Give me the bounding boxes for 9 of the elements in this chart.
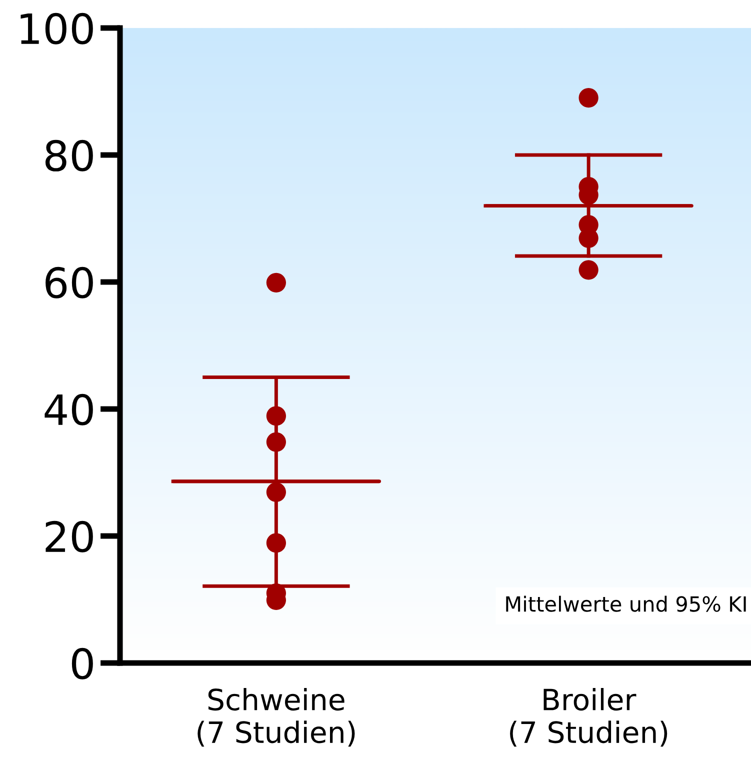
annotation: Mittelwerte und 95% KI: [506, 596, 746, 612]
x-tick-label: Schweine (7 Studien): [198, 688, 355, 747]
y-tick-label: 100: [20, 12, 93, 44]
y-tick-label: 20: [46, 520, 93, 552]
y-tick-label: 80: [46, 140, 93, 172]
x-tick-label: Broiler (7 Studien): [510, 688, 668, 747]
y-tick-label: 0: [72, 648, 93, 680]
y-tick-label: 40: [44, 394, 93, 426]
y-tick-label: 60: [46, 266, 93, 298]
